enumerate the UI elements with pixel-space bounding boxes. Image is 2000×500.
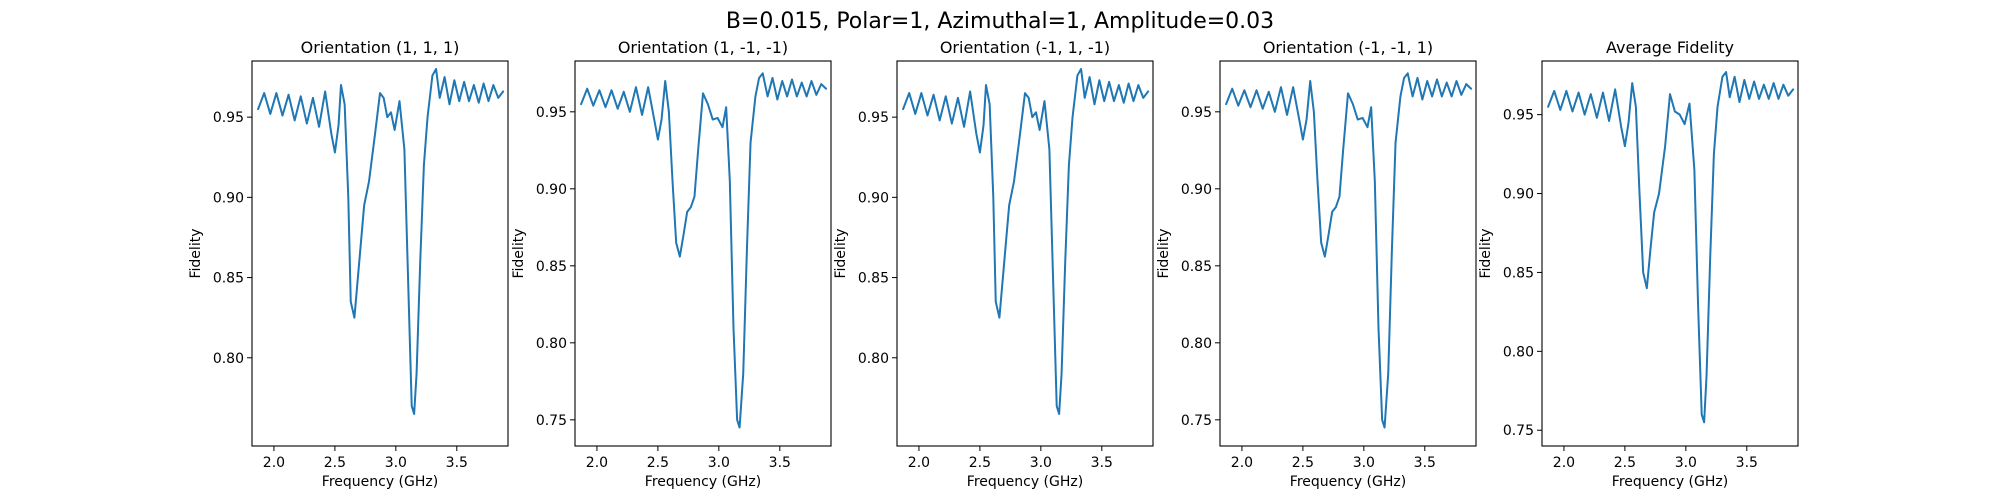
y-tick-label: 0.95 bbox=[536, 105, 567, 121]
x-tick-label: 3.0 bbox=[708, 455, 730, 471]
y-tick-label: 0.85 bbox=[858, 271, 889, 287]
subplots-group: Orientation (1, 1, 1) 2.0 2.5 3.0 3.5 0.80 0.8… bbox=[188, 38, 1799, 490]
y-tick-label: 0.80 bbox=[858, 351, 889, 367]
y-axis-label: Fidelity bbox=[1478, 229, 1494, 279]
x-axis-label: Frequency (GHz) bbox=[322, 474, 438, 490]
fidelity-line bbox=[257, 68, 505, 415]
subplot-1: Orientation (1, 1, 1) 2.0 2.5 3.0 3.5 0.80 0.8… bbox=[188, 38, 509, 490]
x-tick-label: 2.0 bbox=[1231, 455, 1253, 471]
y-tick-label: 0.80 bbox=[1503, 344, 1534, 360]
y-tick-label: 0.75 bbox=[1181, 413, 1212, 429]
y-tick-label: 0.95 bbox=[858, 110, 889, 126]
x-tick-label: 3.0 bbox=[1353, 455, 1375, 471]
y-tick-label: 0.80 bbox=[1181, 336, 1212, 352]
subplot-4: Orientation (-1, -1, 1) 2.0 2.5 3.0 3.5 0.75 0… bbox=[1156, 38, 1477, 490]
x-tick-label: 3.0 bbox=[385, 455, 407, 471]
x-tick-label: 3.5 bbox=[769, 455, 791, 471]
y-tick-label: 0.80 bbox=[213, 351, 244, 367]
x-tick-label: 2.5 bbox=[324, 455, 346, 471]
y-tick-label: 0.90 bbox=[1181, 182, 1212, 198]
y-axis-label: Fidelity bbox=[188, 229, 204, 279]
y-tick-label: 0.90 bbox=[536, 182, 567, 198]
x-tick-label: 2.0 bbox=[263, 455, 285, 471]
axes-frame bbox=[896, 60, 1154, 447]
x-tick-label: 3.0 bbox=[1675, 455, 1697, 471]
y-tick-label: 0.95 bbox=[213, 110, 244, 126]
x-tick-label: 2.0 bbox=[586, 455, 608, 471]
x-axis-label: Frequency (GHz) bbox=[1290, 474, 1406, 490]
subplot-title: Average Fidelity bbox=[1606, 38, 1734, 57]
x-tick-label: 3.5 bbox=[446, 455, 468, 471]
axes-frame bbox=[1219, 60, 1477, 447]
y-tick-label: 0.90 bbox=[858, 190, 889, 206]
x-axis-label: Frequency (GHz) bbox=[1612, 474, 1728, 490]
axes-frame bbox=[574, 60, 832, 447]
fidelity-line bbox=[1225, 72, 1473, 429]
x-tick-label: 2.5 bbox=[1614, 455, 1636, 471]
subplot-title: Orientation (-1, -1, 1) bbox=[1263, 38, 1433, 57]
y-tick-label: 0.75 bbox=[536, 413, 567, 429]
axes-frame bbox=[251, 60, 509, 447]
y-tick-label: 0.90 bbox=[213, 190, 244, 206]
y-tick-label: 0.95 bbox=[1503, 108, 1534, 124]
x-axis-label: Frequency (GHz) bbox=[967, 474, 1083, 490]
y-axis-label: Fidelity bbox=[1156, 229, 1172, 279]
y-axis-label: Fidelity bbox=[511, 229, 527, 279]
subplot-title: Orientation (1, 1, 1) bbox=[301, 38, 460, 57]
figure-suptitle: B=0.015, Polar=1, Azimuthal=1, Amplitude… bbox=[726, 9, 1274, 34]
subplot-2: Orientation (1, -1, -1) 2.0 2.5 3.0 3.5 0.75 0… bbox=[511, 38, 832, 490]
y-tick-label: 0.95 bbox=[1181, 105, 1212, 121]
x-tick-label: 2.5 bbox=[647, 455, 669, 471]
subplot-title: Orientation (-1, 1, -1) bbox=[940, 38, 1110, 57]
y-tick-label: 0.80 bbox=[536, 336, 567, 352]
x-tick-label: 2.5 bbox=[969, 455, 991, 471]
y-tick-label: 0.85 bbox=[536, 259, 567, 275]
y-tick-label: 0.85 bbox=[1181, 259, 1212, 275]
x-axis-label: Frequency (GHz) bbox=[645, 474, 761, 490]
x-tick-label: 3.5 bbox=[1736, 455, 1758, 471]
x-tick-label: 2.0 bbox=[908, 455, 930, 471]
x-tick-label: 3.0 bbox=[1030, 455, 1052, 471]
fidelity-line bbox=[902, 68, 1150, 415]
y-tick-label: 0.75 bbox=[1503, 423, 1534, 439]
subplot-5: Average Fidelity 2.0 2.5 3.0 3.5 0.75 0.80 0.85… bbox=[1478, 38, 1799, 490]
y-axis-label: Fidelity bbox=[833, 229, 849, 279]
subplot-title: Orientation (1, -1, -1) bbox=[618, 38, 788, 57]
x-tick-label: 2.5 bbox=[1292, 455, 1314, 471]
y-tick-label: 0.85 bbox=[213, 271, 244, 287]
axes-frame bbox=[1541, 60, 1799, 447]
y-tick-label: 0.90 bbox=[1503, 187, 1534, 203]
x-tick-label: 2.0 bbox=[1553, 455, 1575, 471]
fidelity-line bbox=[580, 72, 828, 429]
fidelity-line bbox=[1547, 71, 1795, 424]
x-tick-label: 3.5 bbox=[1414, 455, 1436, 471]
y-tick-label: 0.85 bbox=[1503, 265, 1534, 281]
subplot-3: Orientation (-1, 1, -1) 2.0 2.5 3.0 3.5 0.80 0… bbox=[833, 38, 1154, 490]
x-tick-label: 3.5 bbox=[1091, 455, 1113, 471]
